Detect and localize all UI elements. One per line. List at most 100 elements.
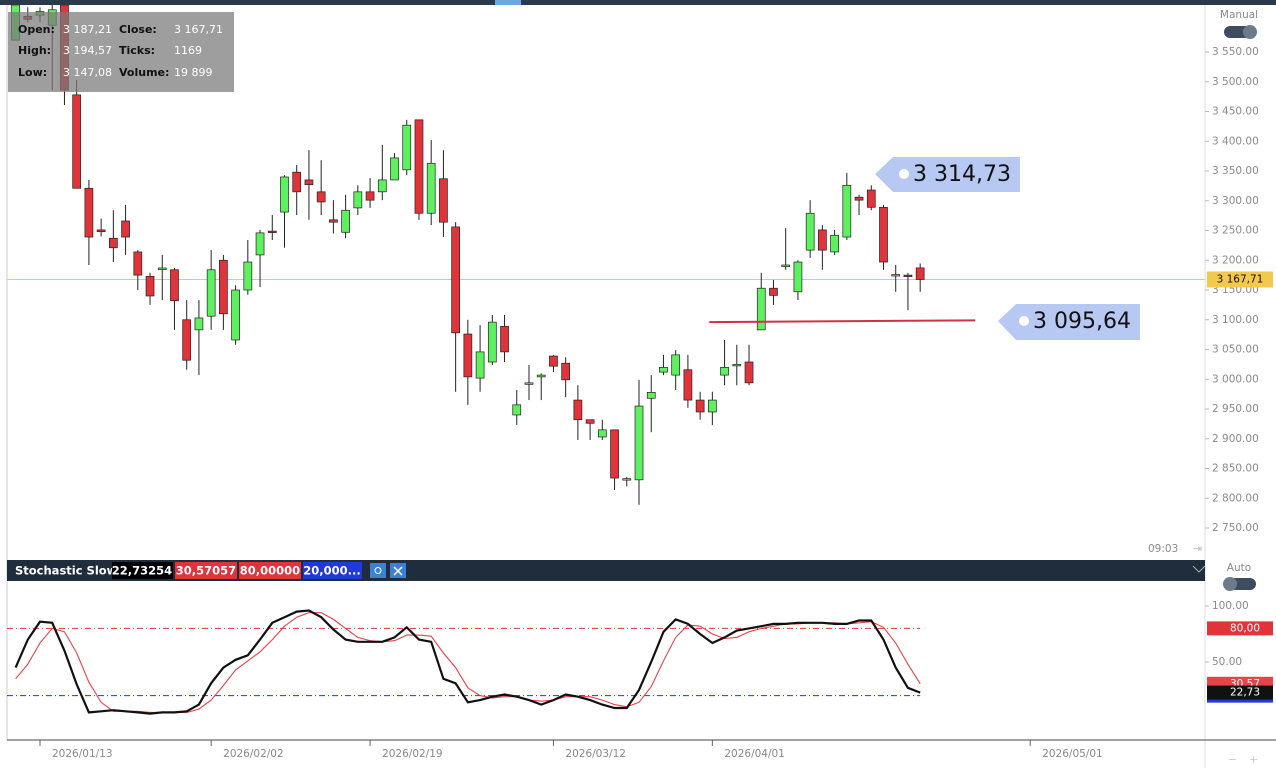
mode-toggle[interactable]	[1224, 25, 1257, 39]
ohlc-label: Open:	[18, 23, 55, 36]
candle-body	[353, 191, 363, 209]
candle-body	[720, 367, 729, 376]
ohlc-panel	[8, 12, 234, 92]
candle-body	[842, 184, 852, 238]
callout-shape	[875, 157, 1020, 192]
header-badge	[303, 562, 362, 579]
candle-body	[133, 251, 143, 276]
eye-icon	[374, 567, 382, 574]
candle-body	[866, 189, 876, 208]
ohlc-value: 3 147,08	[63, 66, 112, 79]
candle-body	[121, 220, 130, 238]
candle-body	[329, 219, 338, 223]
y-tick-label: 3 200.00	[1212, 254, 1259, 266]
y-tick-label: 2 850.00	[1212, 463, 1259, 475]
candle-body	[390, 157, 399, 181]
toggle-knob	[1243, 25, 1257, 39]
candle-body	[561, 362, 571, 381]
mode-label: Manual	[1220, 9, 1258, 21]
candle-body	[915, 267, 925, 280]
y-tick-label: 3 000.00	[1212, 373, 1259, 385]
candle-body	[170, 269, 179, 302]
candle-body	[426, 162, 436, 214]
y-tick-label: 3 550.00	[1212, 46, 1259, 58]
price-pane	[7, 5, 1205, 505]
toggle-knob	[1223, 577, 1237, 591]
candle-body	[475, 351, 485, 379]
visibility-button[interactable]	[370, 563, 386, 578]
candle-body	[634, 405, 644, 481]
callout-label: 3 314,73	[913, 162, 1011, 187]
y-tick-label: 2 800.00	[1212, 492, 1259, 504]
candle-body	[573, 399, 583, 421]
callout-label: 3 095,64	[1033, 309, 1131, 334]
candle-body	[805, 212, 815, 251]
candle-body	[610, 429, 619, 479]
y-tick-label: 3 500.00	[1212, 76, 1259, 88]
x-tick-label: 2026/04/01	[724, 748, 785, 760]
mode-toggle[interactable]	[1223, 577, 1256, 591]
candle-body	[451, 226, 460, 334]
candle-body	[744, 361, 754, 384]
trend-line[interactable]	[709, 319, 976, 324]
callout-dot	[1019, 316, 1029, 326]
candle-body	[414, 119, 424, 214]
candle-body	[524, 382, 534, 385]
ohlc-panel-text: Open: 3 187,21 Close: 3 167,71 High: 3 1…	[18, 23, 223, 79]
candle-body	[280, 176, 289, 213]
stochastic-line	[14, 609, 921, 715]
candle-body	[219, 259, 228, 315]
y-tick-label: 3 350.00	[1212, 165, 1259, 177]
candle-body	[597, 429, 607, 438]
ohlc-value: 3 194,57	[63, 44, 112, 57]
candle-body	[683, 369, 693, 401]
candle-body	[646, 391, 656, 399]
level-badge	[1207, 621, 1273, 636]
level-label: 80,00	[1230, 622, 1260, 634]
y-tick-label: 2 750.00	[1212, 522, 1259, 534]
scroll-end-icon[interactable]: ⇥	[1193, 542, 1202, 555]
zoom-out[interactable]: −	[1228, 753, 1237, 766]
candle-body	[708, 399, 717, 413]
candle-body	[243, 261, 253, 291]
candle-body	[255, 232, 265, 256]
candle-body	[487, 321, 497, 363]
y-tick-label: 100.00	[1212, 600, 1249, 612]
ohlc-label: Low:	[18, 66, 47, 79]
candle-body	[145, 275, 155, 297]
candle-body	[781, 264, 791, 267]
ohlc-value: 1169	[174, 44, 202, 57]
y-tick-label: 50.00	[1212, 656, 1242, 668]
candle-body	[818, 229, 827, 251]
y-tick-label: 3 250.00	[1212, 225, 1259, 237]
callout-shape	[998, 304, 1140, 340]
price-callout[interactable]: 3 314,73	[875, 157, 1020, 192]
candle-body	[756, 287, 766, 331]
candle-body	[316, 191, 326, 203]
candle-body	[206, 269, 216, 317]
stochastic-pane	[7, 609, 921, 715]
candle-body	[157, 267, 167, 270]
candle-body	[585, 419, 595, 424]
ohlc-label: Volume:	[119, 66, 169, 79]
x-tick-label: 2026/03/12	[565, 748, 626, 760]
candle-body	[732, 364, 742, 367]
candle-body	[891, 274, 901, 277]
x-tick-label: 2026/02/02	[223, 748, 284, 760]
candle-body	[659, 367, 668, 373]
axes: 2 750.00 2 800.00 2 850.00 2 900.00 2 950.00…	[39, 46, 1273, 760]
zoom-in[interactable]: +	[1249, 753, 1258, 766]
candle-body	[402, 124, 412, 171]
y-tick-label: 3 450.00	[1212, 106, 1259, 118]
value-badge	[1207, 685, 1273, 700]
price-callout[interactable]: 3 095,64	[998, 304, 1140, 340]
candle-body	[96, 229, 106, 233]
header-badge	[112, 562, 173, 579]
ohlc-label: Close:	[119, 23, 157, 36]
y-tick-label: 2 950.00	[1212, 403, 1259, 415]
collapse-icon[interactable]	[1192, 565, 1206, 573]
candle-body	[500, 325, 509, 353]
y-tick-label: 3 300.00	[1212, 195, 1259, 207]
candle-body	[671, 354, 681, 376]
